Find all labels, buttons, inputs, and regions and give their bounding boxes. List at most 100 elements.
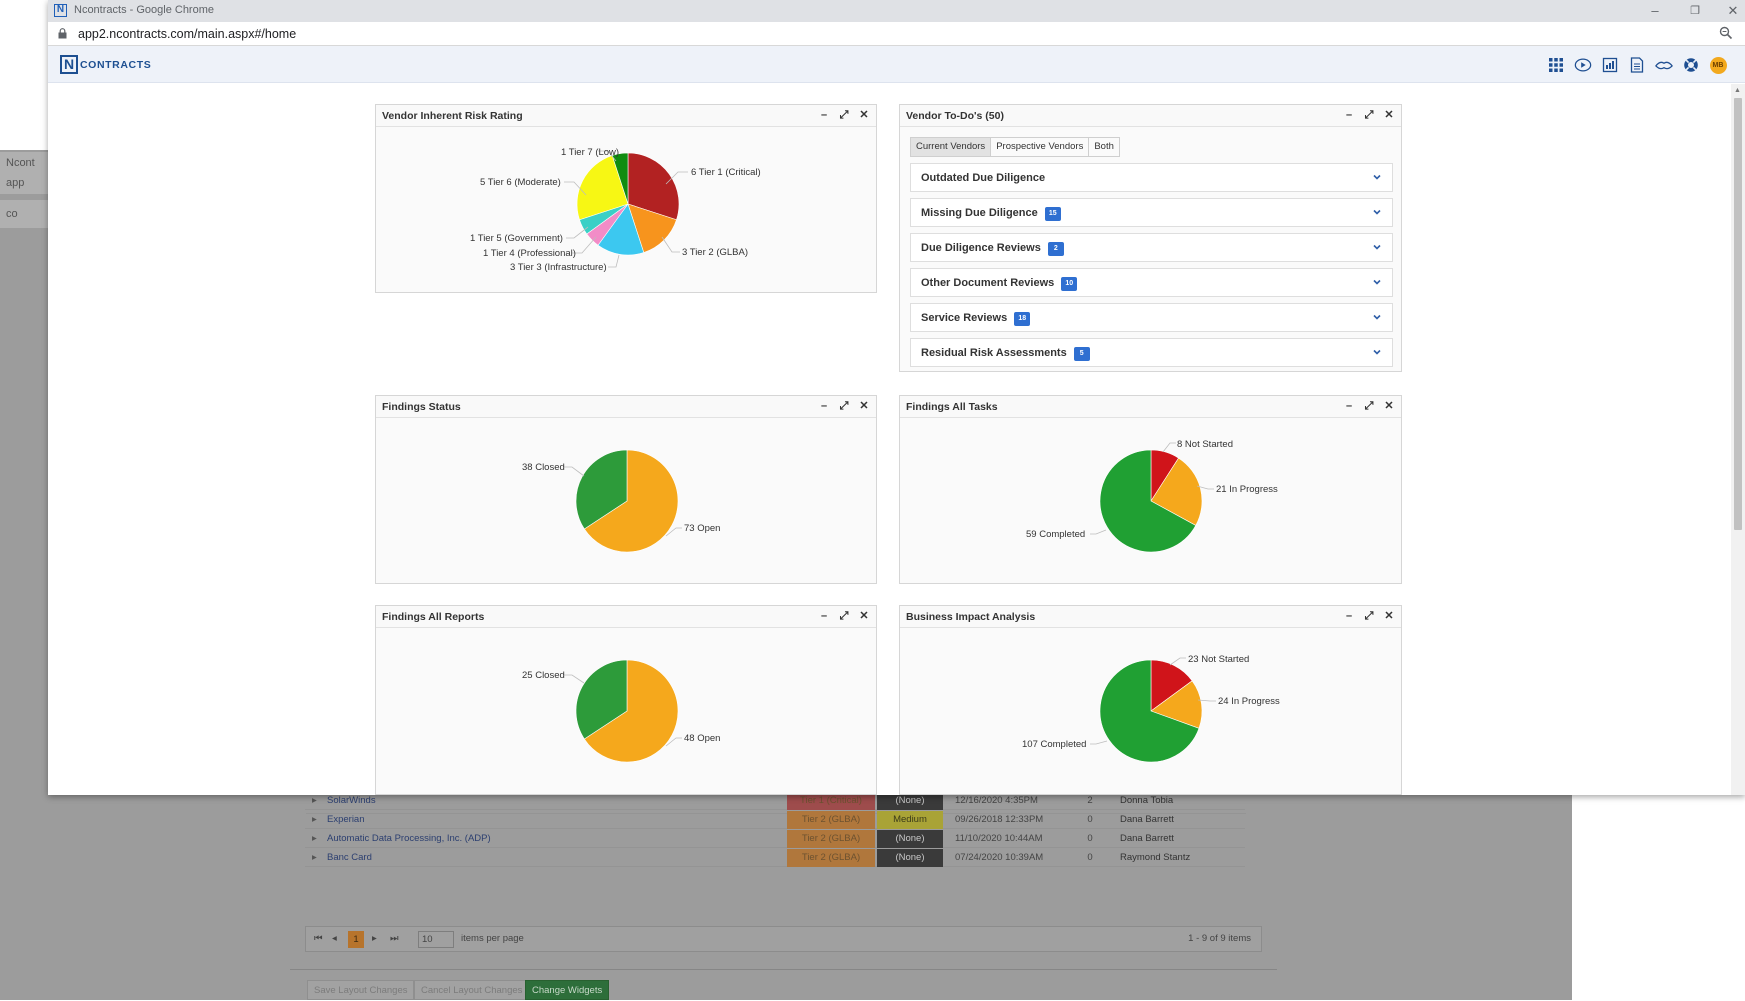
minimize-button[interactable]: –: [1651, 3, 1659, 18]
change-widgets-button[interactable]: Change Widgets: [525, 980, 610, 1000]
expand-icon[interactable]: ▸: [312, 852, 317, 863]
close-widget-button[interactable]: ✕: [859, 400, 869, 412]
ncontracts-logo[interactable]: N CONTRACTS: [60, 55, 151, 74]
close-widget-button[interactable]: ✕: [859, 109, 869, 121]
tab-prospective-vendors[interactable]: Prospective Vendors: [990, 137, 1090, 157]
slice-label: 1 Tier 7 (Low): [561, 147, 619, 158]
address-bar[interactable]: app2.ncontracts.com/main.aspx#/home: [48, 22, 1745, 46]
close-widget-button[interactable]: ✕: [1384, 109, 1394, 121]
minimize-widget-button[interactable]: –: [820, 610, 828, 622]
pie-slice-not-started[interactable]: [1150, 659, 1193, 712]
widget-title: Findings All Tasks: [906, 401, 998, 413]
pager-summary: 1 - 9 of 9 items: [1188, 933, 1251, 944]
pie-slice-tier-6-moderate[interactable]: [576, 155, 629, 221]
accordion-outdated-due-diligence[interactable]: Outdated Due Diligence: [910, 163, 1393, 192]
vendor-link[interactable]: SolarWinds: [327, 795, 376, 806]
accordion-label: Missing Due Diligence: [921, 207, 1038, 219]
restore-button[interactable]: ❐: [1690, 5, 1700, 17]
save-layout-button[interactable]: Save Layout Changes: [307, 980, 415, 1000]
scrollbar-thumb[interactable]: [1734, 98, 1742, 530]
vendor-todos-widget: Vendor To-Do's (50) – ⤢ ✕ Current Vendor…: [899, 104, 1402, 372]
pie-slice-closed[interactable]: [575, 449, 628, 530]
url-text[interactable]: app2.ncontracts.com/main.aspx#/home: [78, 27, 297, 41]
count-badge: 10: [1061, 277, 1078, 291]
prev-page-button[interactable]: ◂: [332, 933, 337, 944]
logo-text: CONTRACTS: [80, 58, 152, 71]
vendor-link[interactable]: Experian: [327, 814, 365, 825]
chevron-down-icon[interactable]: [1372, 172, 1382, 182]
minimize-widget-button[interactable]: –: [820, 400, 828, 412]
widget-title: Vendor To-Do's (50): [906, 110, 1004, 122]
minimize-widget-button[interactable]: –: [1345, 610, 1353, 622]
pie-slice-tier-1-critical[interactable]: [627, 152, 680, 221]
findings-reports-pie-chart: 25 Closed 48 Open: [522, 659, 720, 763]
table-row: ▸ Banc Card Tier 2 (GLBA) (None) 07/24/2…: [305, 849, 1245, 867]
close-widget-button[interactable]: ✕: [859, 610, 869, 622]
vendor-link[interactable]: Automatic Data Processing, Inc. (ADP): [327, 833, 491, 844]
current-page-button[interactable]: 1: [348, 931, 364, 948]
pie-slice-closed[interactable]: [575, 659, 628, 740]
pie-slice-open[interactable]: [583, 449, 679, 553]
close-window-button[interactable]: ✕: [1727, 3, 1739, 18]
expand-icon[interactable]: ▸: [312, 795, 317, 806]
cancel-layout-button[interactable]: Cancel Layout Changes: [414, 980, 530, 1000]
first-page-button[interactable]: ⏮: [314, 933, 323, 944]
expand-widget-button[interactable]: ⤢: [839, 400, 849, 412]
chevron-down-icon[interactable]: [1372, 312, 1382, 322]
minimize-widget-button[interactable]: –: [820, 109, 828, 121]
close-widget-button[interactable]: ✕: [1384, 610, 1394, 622]
pie-slice-completed[interactable]: [1099, 449, 1197, 553]
expand-icon[interactable]: ▸: [312, 833, 317, 844]
expand-widget-button[interactable]: ⤢: [1364, 400, 1374, 412]
document-icon[interactable]: [1628, 56, 1646, 74]
accordion-service-reviews[interactable]: Service Reviews 18: [910, 303, 1393, 332]
slice-label: 6 Tier 1 (Critical): [691, 167, 761, 178]
close-widget-button[interactable]: ✕: [1384, 400, 1394, 412]
apps-grid-icon[interactable]: [1547, 56, 1565, 74]
chevron-down-icon[interactable]: [1372, 207, 1382, 217]
page-size-select[interactable]: 10: [418, 931, 454, 948]
widget-title: Findings All Reports: [382, 611, 485, 623]
chevron-down-icon[interactable]: [1372, 347, 1382, 357]
chevron-down-icon[interactable]: [1372, 277, 1382, 287]
expand-widget-button[interactable]: ⤢: [839, 109, 849, 121]
slice-label: 8 Not Started: [1177, 439, 1233, 450]
accordion-missing-due-diligence[interactable]: Missing Due Diligence 15: [910, 198, 1393, 227]
count-badge: 5: [1073, 347, 1090, 361]
page-scrollbar[interactable]: ▲: [1731, 84, 1745, 795]
help-lifesaver-icon[interactable]: [1682, 56, 1700, 74]
slice-label: 24 In Progress: [1218, 696, 1280, 707]
accordion-other-document-reviews[interactable]: Other Document Reviews 10: [910, 268, 1393, 297]
expand-widget-button[interactable]: ⤢: [1364, 610, 1374, 622]
handshake-icon[interactable]: [1655, 56, 1673, 74]
browser-window: N Ncontracts - Google Chrome – ❐ ✕ app2.…: [48, 0, 1745, 795]
pie-slice-in-progress[interactable]: [1150, 457, 1203, 526]
vendor-type-tabs: Current Vendors Prospective Vendors Both: [910, 137, 1120, 157]
tier-cell: Tier 2 (GLBA): [787, 811, 875, 829]
last-page-button[interactable]: ⏭: [390, 933, 399, 944]
vendor-link[interactable]: Banc Card: [327, 852, 372, 863]
zoom-icon[interactable]: [1719, 26, 1733, 40]
chevron-down-icon[interactable]: [1372, 242, 1382, 252]
accordion-residual-risk-assessments[interactable]: Residual Risk Assessments 5: [910, 338, 1393, 367]
pie-slice-tier-3-infrastructure[interactable]: [597, 203, 645, 256]
tab-current-vendors[interactable]: Current Vendors: [910, 137, 992, 157]
owner-cell: Raymond Stantz: [1120, 852, 1191, 863]
owner-cell: Donna Tobia: [1120, 795, 1174, 806]
expand-widget-button[interactable]: ⤢: [839, 610, 849, 622]
user-avatar[interactable]: MB: [1709, 56, 1727, 74]
minimize-widget-button[interactable]: –: [1345, 109, 1353, 121]
tab-both[interactable]: Both: [1088, 137, 1120, 157]
pie-slice-completed[interactable]: [1099, 659, 1200, 763]
pie-slice-in-progress[interactable]: [1150, 680, 1203, 729]
scroll-up-arrow[interactable]: ▲: [1734, 87, 1741, 94]
reports-icon[interactable]: [1601, 56, 1619, 74]
pie-slice-tier-7-low[interactable]: [611, 152, 629, 205]
expand-icon[interactable]: ▸: [312, 814, 317, 825]
pie-slice-open[interactable]: [583, 659, 679, 763]
minimize-widget-button[interactable]: –: [1345, 400, 1353, 412]
expand-widget-button[interactable]: ⤢: [1364, 109, 1374, 121]
next-page-button[interactable]: ▸: [372, 933, 377, 944]
video-icon[interactable]: [1574, 56, 1592, 74]
accordion-due-diligence-reviews[interactable]: Due Diligence Reviews 2: [910, 233, 1393, 262]
